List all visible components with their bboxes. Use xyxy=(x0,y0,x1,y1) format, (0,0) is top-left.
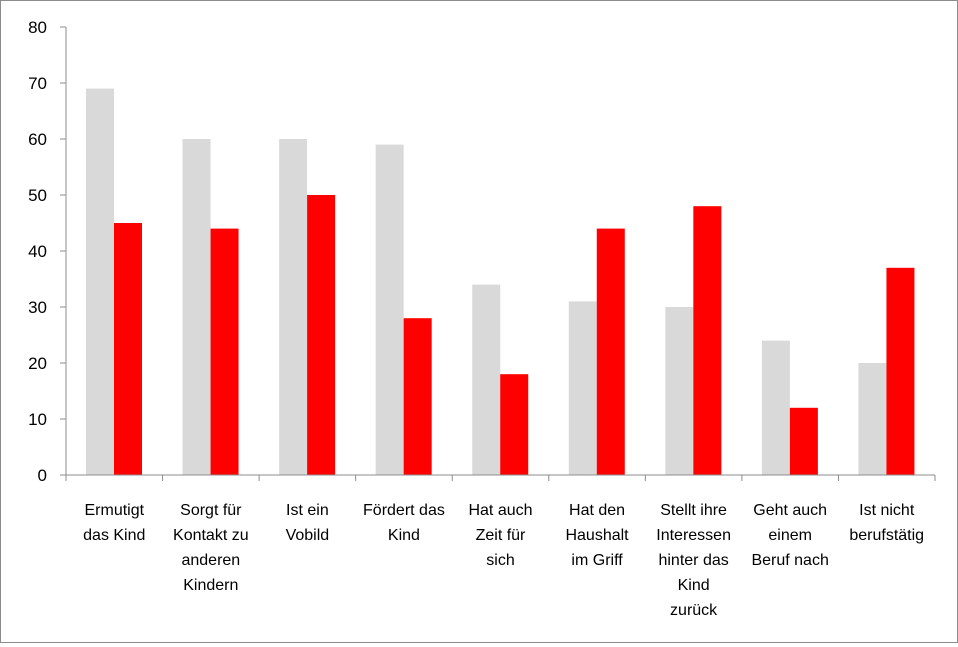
x-tick-label-9: Ist nicht berufstätig xyxy=(849,502,924,544)
bars-group xyxy=(86,88,915,475)
bar-series1-9 xyxy=(858,363,887,475)
bar-series1-4 xyxy=(375,144,404,475)
bar-series2-3 xyxy=(307,195,336,475)
x-tick-label-1: Ermutigt das Kind xyxy=(83,502,145,544)
y-tick-label-10: 10 xyxy=(28,410,47,429)
x-tick-label-4: Fördert das Kind xyxy=(363,502,445,544)
bar-series2-1 xyxy=(114,223,142,475)
bar-series2-2 xyxy=(210,228,239,475)
y-tick-label-50: 50 xyxy=(28,186,47,205)
bar-series2-9 xyxy=(886,267,915,475)
bar-series1-3 xyxy=(279,139,308,475)
bar-series2-5 xyxy=(500,374,529,475)
bar-series2-8 xyxy=(789,407,818,475)
x-tick-label-3: Ist ein Vobild xyxy=(286,502,330,544)
y-tick-labels: 0 10 20 30 40 50 60 70 80 xyxy=(28,18,47,485)
x-tick-label-5: Hat auch Zeit für sich xyxy=(468,502,532,569)
y-tick-label-70: 70 xyxy=(28,74,47,93)
y-tick-label-20: 20 xyxy=(28,354,47,373)
x-tick-label-2: Sorgt für Kontakt zu anderen Kindern xyxy=(173,502,249,594)
bar-series1-7 xyxy=(665,307,694,475)
bar-series1-2 xyxy=(182,139,211,475)
bar-series1-5 xyxy=(472,284,501,475)
y-tick-label-30: 30 xyxy=(28,298,47,317)
x-tick-label-6: Hat den Haushalt im Griff xyxy=(565,502,629,569)
y-tick-label-60: 60 xyxy=(28,130,47,149)
y-tick-label-80: 80 xyxy=(28,18,47,37)
bar-series1-1 xyxy=(86,88,114,475)
y-tick-label-40: 40 xyxy=(28,242,47,261)
x-tick-labels: Ermutigt das Kind Sorgt für Kontakt zu ander… xyxy=(83,502,924,619)
y-tick-label-0: 0 xyxy=(38,466,47,485)
bar-series1-6 xyxy=(568,301,597,475)
x-tick-label-8: Geht auch einem Beruf nach xyxy=(751,502,828,569)
bar-series2-6 xyxy=(596,228,625,475)
bar-series2-4 xyxy=(403,318,432,475)
axes-group xyxy=(60,26,936,481)
bar-series2-7 xyxy=(693,206,722,475)
bar-series1-8 xyxy=(761,340,790,475)
x-tick-label-7: Stellt ihre Interessen hinter das Kind zurüc… xyxy=(656,502,731,619)
